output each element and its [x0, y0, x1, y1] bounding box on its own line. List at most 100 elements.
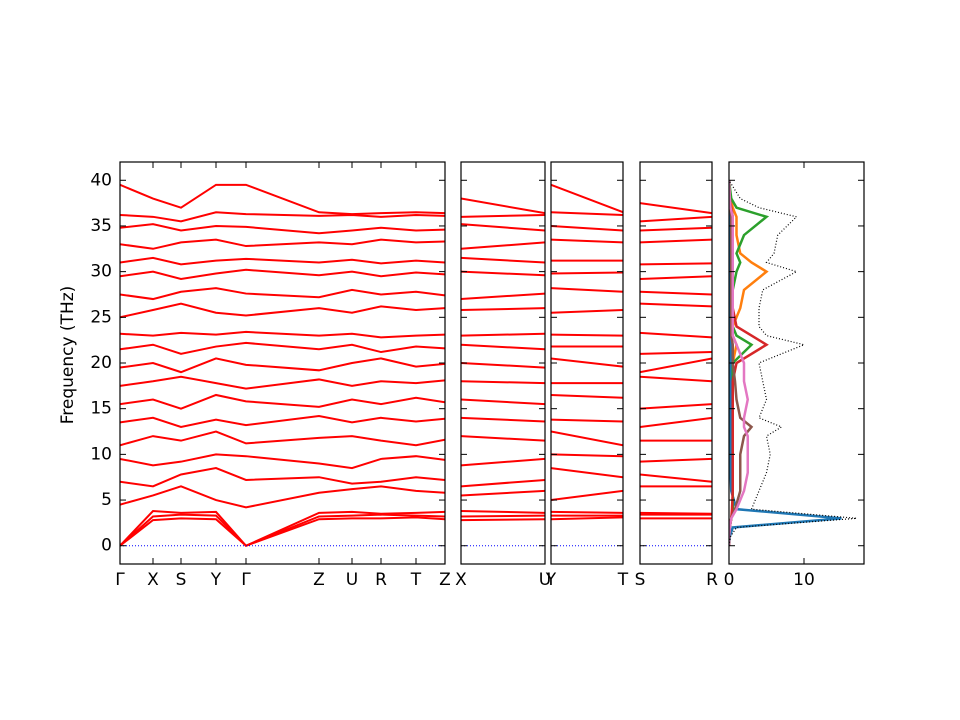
- band: [120, 302, 445, 319]
- band: [640, 375, 712, 383]
- band: [551, 489, 623, 502]
- plot-area: [461, 197, 545, 547]
- x-tick-label: S: [635, 570, 646, 590]
- total-dos: [729, 179, 857, 546]
- band: [640, 290, 712, 296]
- band: [461, 343, 545, 351]
- band: [120, 509, 445, 547]
- x-tick-label: Y: [545, 570, 557, 590]
- band: [120, 375, 445, 390]
- band: [120, 393, 445, 410]
- x-tick-label: R: [375, 570, 387, 590]
- band: [640, 457, 712, 463]
- band: [461, 307, 545, 312]
- band: [640, 473, 712, 483]
- x-tick-label: R: [706, 570, 718, 590]
- band: [461, 478, 545, 488]
- band: [551, 467, 623, 479]
- band: [120, 268, 445, 280]
- x-tick-label: T: [410, 570, 422, 590]
- band: [640, 226, 712, 232]
- panel: 0 10: [724, 161, 865, 590]
- band: [120, 341, 445, 355]
- y-tick-label: 35: [90, 216, 112, 236]
- band: [640, 275, 712, 280]
- band: [461, 380, 545, 385]
- band: [551, 430, 623, 447]
- y-tick-label: 20: [90, 353, 112, 373]
- band: [120, 287, 445, 301]
- band: [461, 241, 545, 250]
- band: [461, 510, 545, 514]
- band: [461, 398, 545, 406]
- band: [551, 224, 623, 232]
- x-tick-label: Γ: [241, 570, 251, 590]
- band: [461, 362, 545, 369]
- y-tick-label: 40: [90, 170, 112, 190]
- band: [120, 256, 445, 266]
- band: [120, 485, 445, 509]
- band: [640, 351, 712, 355]
- x-tick-label: T: [617, 570, 629, 590]
- band: [461, 213, 545, 218]
- y-tick-label: 10: [90, 444, 112, 464]
- band: [640, 238, 712, 244]
- band: [120, 516, 445, 547]
- band: [461, 518, 545, 522]
- x-tick-label: X: [455, 570, 467, 590]
- y-tick-label: 0: [101, 536, 112, 556]
- band: [120, 513, 445, 547]
- band: [551, 183, 623, 214]
- band: [120, 330, 445, 339]
- y-tick-label: 15: [90, 399, 112, 419]
- band: [640, 331, 712, 339]
- plot-area: [120, 183, 445, 547]
- band: [640, 262, 712, 266]
- x-tick-label: 10: [793, 570, 815, 590]
- band: [461, 514, 545, 518]
- band: [551, 309, 623, 314]
- x-tick-label: Z: [313, 570, 325, 590]
- band: [120, 414, 445, 428]
- band: [640, 416, 712, 428]
- y-tick-label: 25: [90, 307, 112, 327]
- band: [640, 202, 712, 215]
- band: [120, 430, 445, 447]
- band: [640, 357, 712, 374]
- x-tick-label: U: [346, 570, 358, 590]
- band: [551, 418, 623, 423]
- band: [120, 453, 445, 470]
- band: [551, 393, 623, 399]
- band: [551, 287, 623, 293]
- band: [461, 223, 545, 232]
- band: [461, 416, 545, 423]
- x-tick-label: X: [147, 570, 159, 590]
- y-axis-label: Frequency (THz): [58, 286, 78, 425]
- band: [461, 292, 545, 301]
- y-tick-label: 5: [101, 490, 112, 510]
- band: [120, 238, 445, 250]
- band: [120, 223, 445, 235]
- band: [461, 435, 545, 442]
- x-tick-label: S: [176, 570, 187, 590]
- band: [640, 511, 712, 515]
- band: [461, 270, 545, 277]
- band: [461, 197, 545, 215]
- band: [461, 457, 545, 467]
- band: [551, 516, 623, 521]
- band: [551, 333, 623, 337]
- y-tick-label: 30: [90, 262, 112, 282]
- x-tick-label: Y: [210, 570, 222, 590]
- band: [120, 467, 445, 488]
- band: [120, 211, 445, 223]
- band: [461, 332, 545, 337]
- plot-area: [640, 202, 712, 547]
- band: [551, 211, 623, 216]
- band: [640, 215, 712, 223]
- band: [461, 256, 545, 264]
